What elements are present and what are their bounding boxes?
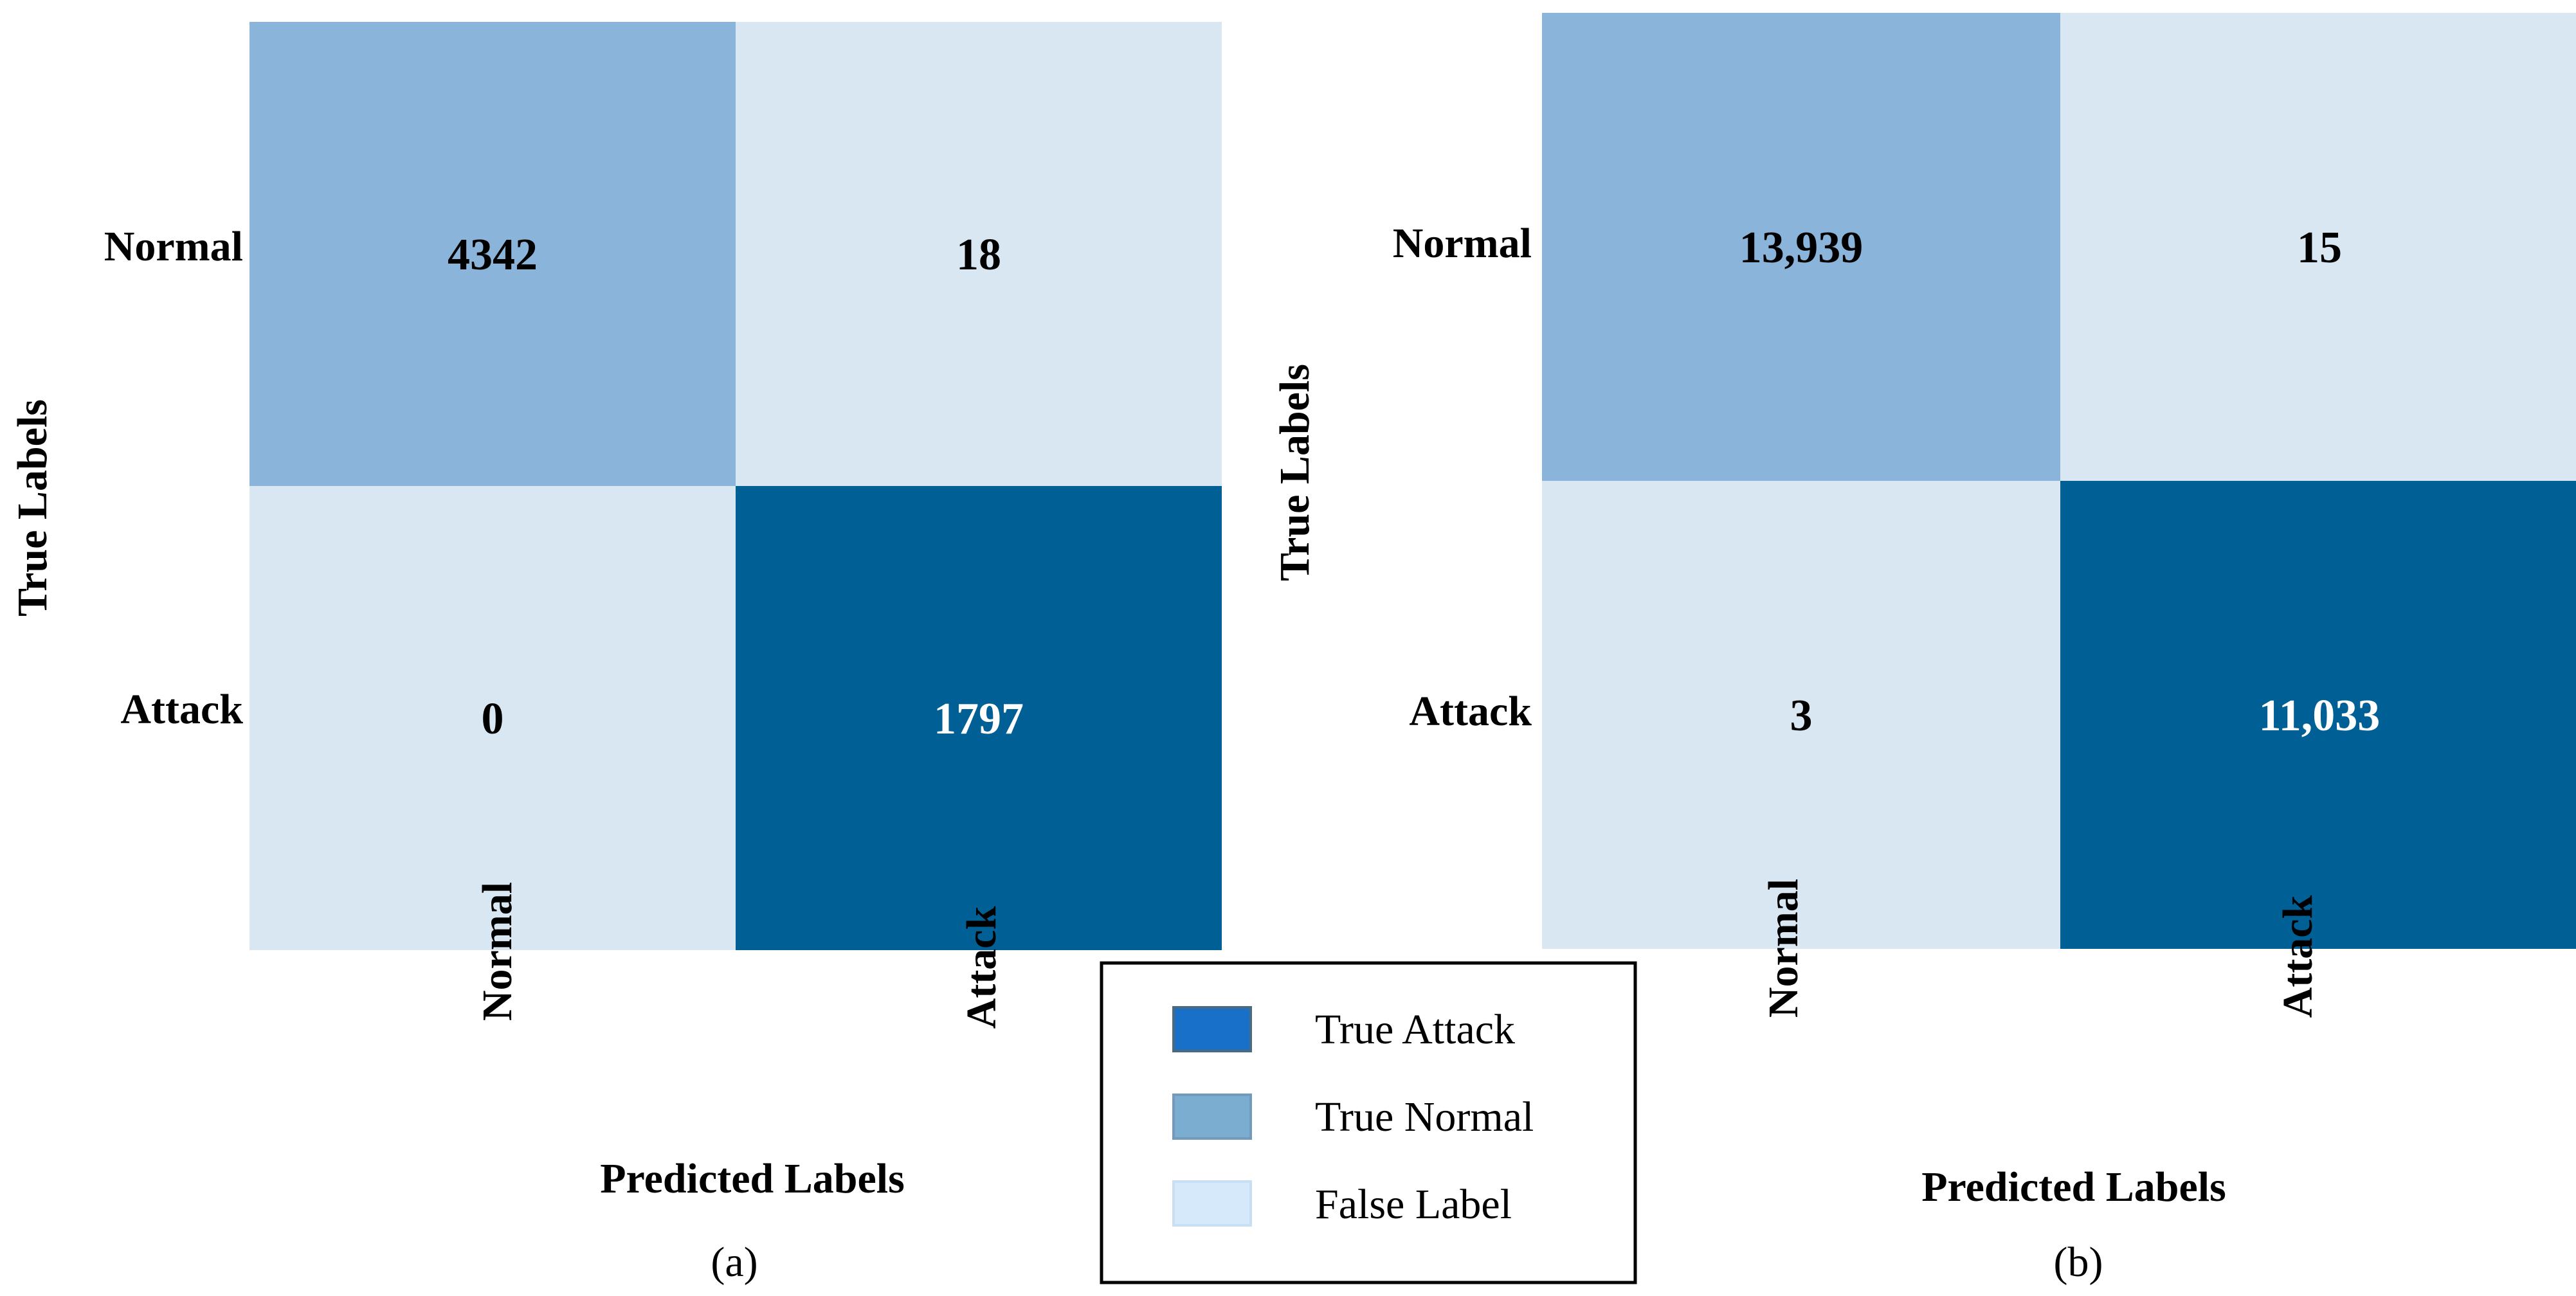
caption-b: (b) (2054, 1239, 2103, 1286)
confusion-matrix-a: 4342 180 1797 Normal Attack Normal Attack … (9, 22, 1222, 1286)
legend-label-false-label: False Label (1315, 1181, 1512, 1228)
cell-value-normal-attack-b: 15 (2297, 223, 2342, 273)
legend: True Attack True Normal False Label (1100, 961, 1637, 1284)
row-label-normal-b: Normal (1393, 220, 1532, 267)
row-label-attack-a: Attack (120, 686, 243, 733)
y-axis-label-b: True Labels (1271, 364, 1318, 581)
cell-value-normal-normal-a: 4342 (448, 230, 538, 280)
legend-label-true-normal: True Normal (1315, 1094, 1534, 1140)
y-axis-label-a: True Labels (9, 399, 56, 616)
cell-attack-normal-a (249, 486, 736, 950)
col-label-normal-b: Normal (1760, 879, 1807, 1018)
legend-label-true-attack: True Attack (1315, 1006, 1515, 1053)
cell-value-attack-attack-a: 1797 (934, 694, 1024, 744)
cell-normal-normal-a (249, 22, 736, 486)
cell-value-attack-normal-b: 3 (1790, 691, 1813, 741)
matrix-cells-a: 4342 18 0 1797 (249, 22, 1222, 950)
cell-attack-normal-b (1542, 481, 2060, 949)
row-label-normal-a: Normal (104, 223, 243, 270)
cell-value-attack-normal-a: 0 (482, 694, 504, 744)
col-label-normal-a: Normal (474, 882, 521, 1021)
x-axis-label-b: Predicted Labels (1921, 1164, 2226, 1210)
row-label-attack-b: Attack (1409, 688, 1532, 735)
cell-normal-attack-a (736, 22, 1222, 486)
cell-value-normal-normal-b: 13,939 (1739, 223, 1864, 273)
cell-value-attack-attack-b: 11,033 (2259, 691, 2381, 741)
cell-normal-normal-b (1542, 13, 2060, 481)
cell-attack-attack-b (2060, 481, 2576, 949)
cell-attack-attack-a (736, 486, 1222, 950)
x-axis-label-a: Predicted Labels (600, 1155, 905, 1202)
legend-swatch-true-normal (1172, 1094, 1252, 1140)
caption-a: (a) (711, 1239, 757, 1286)
legend-swatch-true-attack (1172, 1006, 1252, 1052)
legend-swatch-false-label (1172, 1180, 1252, 1227)
col-label-attack-a: Attack (958, 906, 1005, 1029)
cell-normal-attack-b (2060, 13, 2576, 481)
col-label-attack-b: Attack (2274, 895, 2321, 1018)
matrix-cells-b: 13,939 15 3 11,033 (1542, 13, 2576, 949)
confusion-matrix-b: 13,939 15 3 11,033 Normal Attack Normal Att… (1271, 13, 2576, 1286)
cell-value-normal-attack-a: 18 (956, 230, 1001, 280)
